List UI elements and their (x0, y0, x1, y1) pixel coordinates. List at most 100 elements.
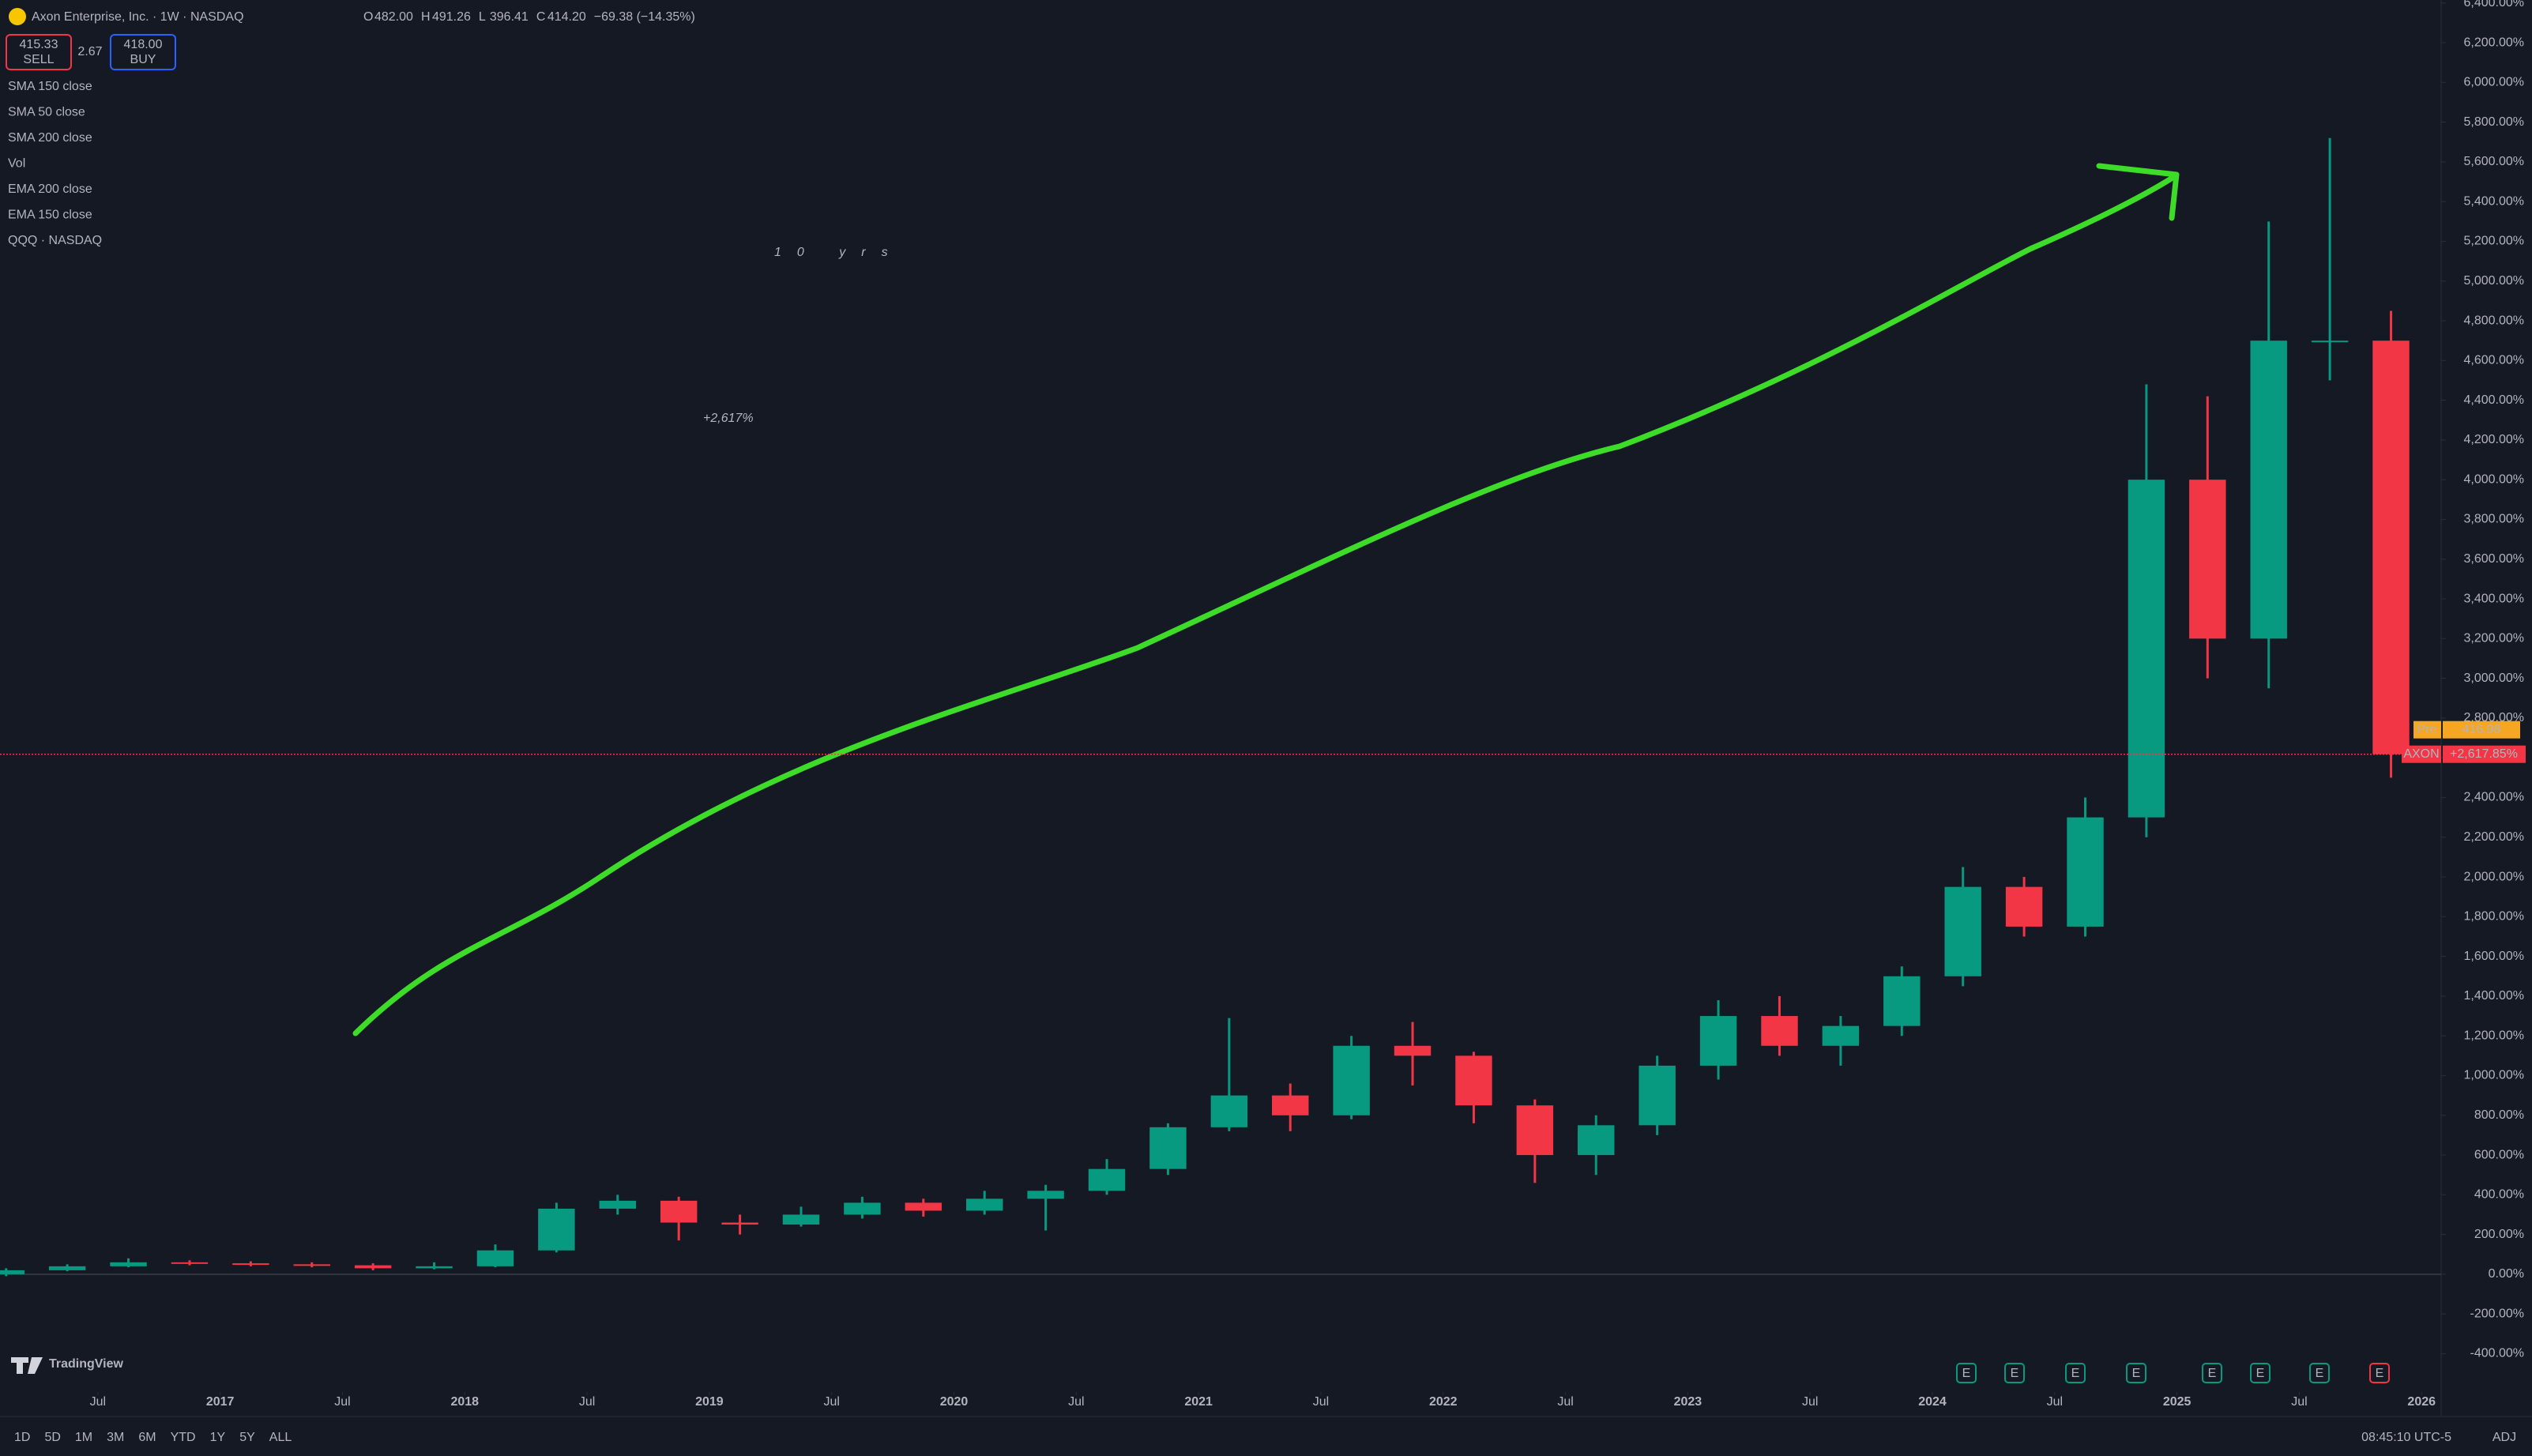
range-button[interactable]: 5Y (239, 1431, 255, 1444)
range-button[interactable]: YTD (171, 1431, 196, 1444)
buy-button[interactable] (110, 34, 176, 70)
indicator-label[interactable]: EMA 150 close (8, 209, 92, 222)
y-tick-label: 4,600.00% (2463, 354, 2524, 367)
earnings-marker[interactable] (2126, 1363, 2146, 1383)
indicator-label[interactable]: QQQ · NASDAQ (8, 234, 102, 247)
earnings-marker[interactable] (1956, 1363, 1977, 1383)
x-tick-label: 2024 (1918, 1395, 1947, 1409)
candle-body (1272, 1095, 1309, 1116)
y-tick-label: 5,400.00% (2463, 194, 2524, 208)
candle-body (1455, 1055, 1492, 1106)
y-tick-label: 2,400.00% (2463, 791, 2524, 804)
candle-body (0, 1270, 24, 1274)
y-tick-label: 1,600.00% (2463, 950, 2524, 963)
y-tick-label: 1,200.00% (2463, 1029, 2524, 1042)
candle-body (1394, 1045, 1432, 1056)
candle-body (1761, 1016, 1798, 1046)
candle-body (599, 1200, 637, 1209)
range-button[interactable]: ALL (269, 1431, 292, 1444)
adj-button[interactable]: ADJ (2492, 1431, 2516, 1444)
candle-body (2372, 340, 2410, 754)
y-tick-label: -200.00% (2470, 1307, 2525, 1320)
annotation-arrowhead (2096, 163, 2180, 221)
candle-body (1944, 886, 1981, 976)
x-tick-label: Jul (579, 1395, 595, 1409)
candle-body (110, 1262, 147, 1266)
y-tick-label: 800.00% (2474, 1108, 2524, 1122)
y-tick-label: 4,400.00% (2463, 393, 2524, 407)
annotation: +2,617% (703, 412, 754, 425)
range-button[interactable]: 1Y (210, 1431, 226, 1444)
y-tick-label: 5,600.00% (2463, 155, 2524, 168)
logo: TradingView (49, 1357, 124, 1371)
candle-body (1088, 1168, 1126, 1191)
y-tick-label: 5,200.00% (2463, 235, 2524, 248)
candle-body (232, 1263, 269, 1266)
y-tick-label: 4,800.00% (2463, 314, 2524, 327)
earnings-label: E (1962, 1367, 1971, 1380)
ohlc-value: 482.00 (374, 10, 413, 24)
y-tick-label: 6,000.00% (2463, 76, 2524, 89)
x-tick-label: 2022 (1429, 1395, 1458, 1409)
y-tick-label: 200.00% (2474, 1228, 2524, 1241)
annotation: 10 yrs (774, 246, 904, 259)
earnings-marker[interactable] (2004, 1363, 2025, 1383)
earnings-marker[interactable] (2369, 1363, 2390, 1383)
change: −69.38 (−14.35%) (594, 10, 695, 24)
y-tick-label: 3,200.00% (2463, 632, 2524, 645)
last-value-label: +2,617.85% (2450, 747, 2518, 761)
indicator-label[interactable]: SMA 50 close (8, 106, 85, 119)
indicator-label[interactable]: EMA 200 close (8, 182, 92, 196)
y-tick-label: 3,400.00% (2463, 592, 2524, 605)
x-tick-label: 2019 (695, 1395, 724, 1409)
sell-button[interactable] (6, 34, 72, 70)
x-tick-label: 2023 (1674, 1395, 1702, 1409)
y-tick-label: 5,000.00% (2463, 274, 2524, 288)
y-tick-label: 2,000.00% (2463, 870, 2524, 883)
candle-body (2128, 480, 2165, 818)
range-button[interactable]: 1D (14, 1431, 30, 1444)
candle-body (965, 1198, 1003, 1211)
candle-body (1027, 1191, 1064, 1199)
earnings-label: E (2071, 1367, 2080, 1380)
y-tick-label: 600.00% (2474, 1148, 2524, 1161)
candle-body (844, 1202, 881, 1215)
ohlc-value: 414.20 (547, 10, 586, 24)
x-tick-label: Jul (2291, 1395, 2307, 1409)
candle-body (1699, 1016, 1737, 1066)
range-button[interactable]: 3M (107, 1431, 124, 1444)
symbol-badge (2402, 745, 2441, 763)
x-tick-label: Jul (823, 1395, 839, 1409)
sell-label: SELL (23, 53, 54, 66)
y-tick-label: 1,800.00% (2463, 910, 2524, 924)
indicator-label[interactable]: Vol (8, 157, 25, 171)
candle-body (2311, 340, 2349, 343)
indicator-label[interactable]: SMA 200 close (8, 131, 92, 145)
candle-body (1210, 1095, 1248, 1127)
x-tick-label: 2021 (1184, 1395, 1213, 1409)
candle-body (293, 1264, 330, 1266)
pre-label: Pre (2417, 723, 2437, 736)
y-tick-label: 4,000.00% (2463, 472, 2524, 486)
range-button[interactable]: 5D (44, 1431, 60, 1444)
y-tick-label: 2,200.00% (2463, 830, 2524, 844)
range-button[interactable]: 6M (138, 1431, 156, 1444)
earnings-label: E (2132, 1367, 2141, 1380)
candle-body (1638, 1065, 1676, 1126)
range-button[interactable]: 1M (75, 1431, 92, 1444)
earnings-marker[interactable] (2250, 1363, 2271, 1383)
earnings-marker[interactable] (2309, 1363, 2330, 1383)
y-tick-label: 1,400.00% (2463, 989, 2524, 1003)
earnings-marker[interactable] (2202, 1363, 2222, 1383)
candle-body (171, 1262, 209, 1264)
earnings-label: E (2256, 1367, 2265, 1380)
indicator-label[interactable]: SMA 150 close (8, 80, 92, 93)
candle-body (2189, 480, 2226, 639)
earnings-marker[interactable] (2065, 1363, 2086, 1383)
candle-body (416, 1266, 453, 1269)
pre-price-badge (2443, 720, 2520, 739)
earnings-label: E (2316, 1367, 2324, 1380)
candle-body (1578, 1125, 1615, 1156)
